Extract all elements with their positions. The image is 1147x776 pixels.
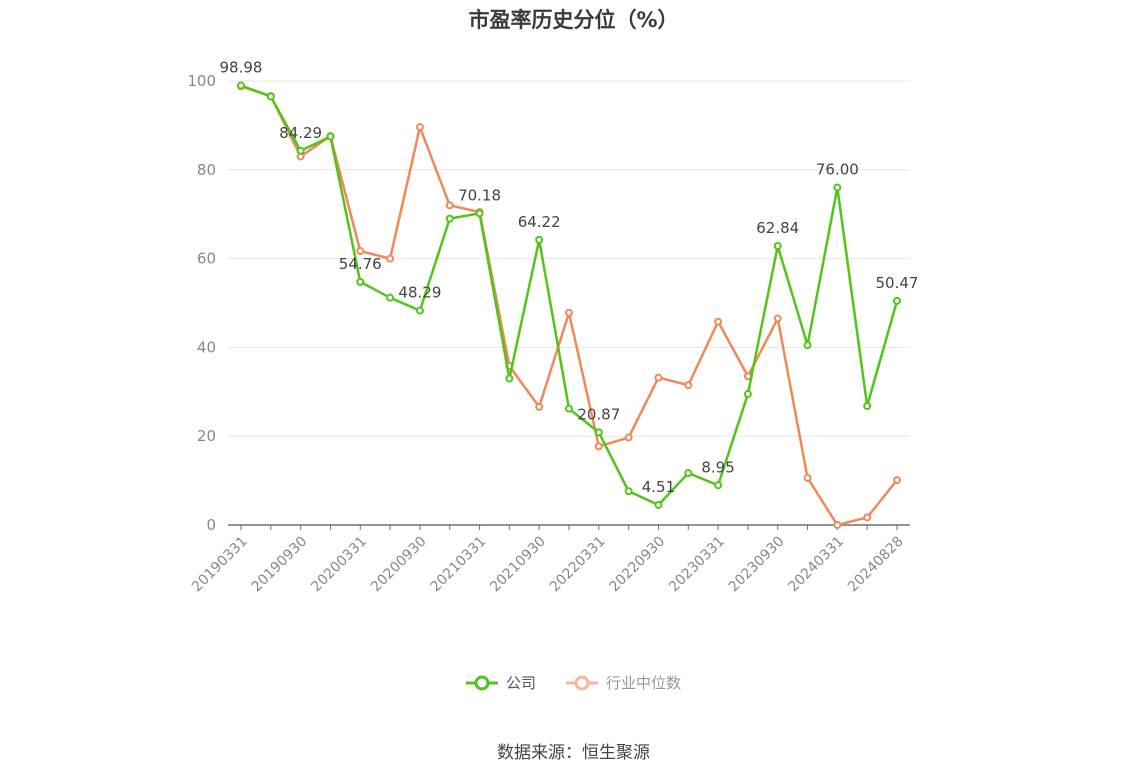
y-tick-label: 20 <box>197 427 216 445</box>
y-tick-label: 60 <box>197 250 216 268</box>
data-point <box>356 247 365 256</box>
data-label: 64.22 <box>518 213 561 231</box>
x-tick-label: 20230930 <box>726 533 788 595</box>
series-line-industry <box>240 85 898 527</box>
data-point <box>386 293 395 302</box>
data-point <box>893 476 901 485</box>
data-point <box>535 402 544 411</box>
data-point <box>415 123 424 132</box>
data-point <box>863 513 872 522</box>
data-point <box>833 183 842 192</box>
data-point <box>803 473 812 482</box>
data-point <box>743 390 752 399</box>
x-tick-label: 20240828 <box>845 533 907 595</box>
data-source: 数据来源：恒生聚源 <box>497 743 650 763</box>
legend-item-industry[interactable]: 行业中位数 <box>566 672 681 693</box>
data-label: 4.51 <box>642 478 675 496</box>
data-label: 98.98 <box>220 59 263 77</box>
x-tick-label: 20220331 <box>547 533 609 595</box>
data-point <box>773 314 782 323</box>
data-point <box>535 235 544 244</box>
data-point <box>773 241 782 250</box>
data-point <box>624 487 633 496</box>
data-point <box>594 428 603 437</box>
data-point <box>893 296 901 305</box>
data-point <box>356 277 365 286</box>
x-tick-label: 20190331 <box>189 533 251 595</box>
data-point <box>266 92 275 101</box>
data-point <box>624 433 633 442</box>
data-point <box>386 254 395 263</box>
data-point <box>594 442 603 451</box>
data-label: 54.76 <box>339 255 382 273</box>
data-point <box>833 521 842 529</box>
data-point <box>237 81 245 90</box>
y-tick-label: 40 <box>197 338 216 356</box>
legend-item-company[interactable]: 公司 <box>465 672 536 693</box>
data-point <box>475 209 484 218</box>
data-point <box>714 481 723 490</box>
x-tick-label: 20230331 <box>666 533 728 595</box>
data-point <box>654 500 663 509</box>
x-tick-label: 20210930 <box>487 533 549 595</box>
y-tick-label: 80 <box>197 161 216 179</box>
data-point <box>565 308 573 317</box>
data-label: 50.47 <box>876 274 919 292</box>
data-point <box>803 341 812 350</box>
legend: 公司 行业中位数 <box>0 672 1147 693</box>
y-tick-label: 100 <box>187 72 216 90</box>
x-tick-label: 20240331 <box>785 533 847 595</box>
chart-title: 市盈率历史分位（%） <box>468 8 679 32</box>
data-label: 84.29 <box>279 124 322 142</box>
legend-line-circle-icon <box>465 675 498 690</box>
data-point <box>415 306 424 315</box>
series-line-company <box>240 84 899 507</box>
legend-label-industry: 行业中位数 <box>606 674 682 692</box>
data-point <box>445 214 454 223</box>
legend-label-company: 公司 <box>505 674 536 692</box>
data-point <box>565 404 573 413</box>
x-tick-label: 20200331 <box>308 533 370 595</box>
legend-line-circle-icon <box>566 675 598 690</box>
data-point <box>505 374 514 383</box>
x-tick-label: 20200930 <box>368 533 430 595</box>
x-tick-label: 20210331 <box>428 533 490 595</box>
data-point <box>684 469 693 478</box>
data-point <box>445 201 454 210</box>
data-label: 48.29 <box>398 284 441 302</box>
y-tick-label: 0 <box>206 516 216 534</box>
data-label: 20.87 <box>577 405 620 423</box>
data-point <box>714 317 723 326</box>
data-point <box>326 132 335 141</box>
x-tick-label: 20220930 <box>607 533 669 595</box>
x-tick-label: 20190930 <box>249 533 311 595</box>
data-point <box>296 146 305 155</box>
data-label: 76.00 <box>816 161 859 179</box>
data-point <box>863 402 872 411</box>
data-point <box>684 381 693 390</box>
data-label: 8.95 <box>701 458 734 476</box>
data-label: 70.18 <box>458 186 501 204</box>
data-label: 62.84 <box>756 219 799 237</box>
data-point <box>654 373 663 382</box>
